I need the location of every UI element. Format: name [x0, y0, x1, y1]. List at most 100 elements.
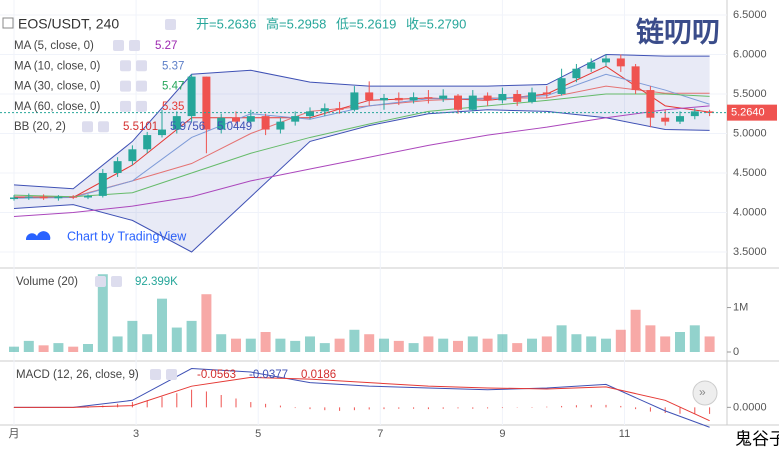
close-icon: [136, 80, 147, 92]
candle-body: [616, 58, 625, 67]
scroll-button[interactable]: [692, 380, 718, 406]
candle-body: [217, 117, 226, 130]
y-tick-label: 4.5000: [733, 167, 767, 179]
candle-body: [587, 62, 596, 69]
y-tick-label: 5.5000: [733, 88, 767, 100]
candle-body: [454, 95, 462, 110]
candle-body: [483, 95, 492, 101]
volume-bar: [630, 309, 641, 352]
y-tick-label: 0: [733, 346, 739, 358]
ohlc-value: 开=5.2636: [196, 16, 256, 31]
candle-body: [306, 111, 314, 117]
candle-body: [513, 94, 522, 102]
volume-bar: [157, 298, 167, 352]
candle-body: [320, 108, 329, 112]
volume-bar: [482, 338, 493, 352]
settings-icon: [95, 276, 106, 287]
credit[interactable]: Chart by TradingView: [67, 229, 187, 243]
volume-bar: [601, 338, 611, 352]
ohlc-value: 低=5.2619: [336, 16, 396, 31]
settings-icon: [120, 80, 131, 92]
volume-bar: [438, 338, 449, 352]
last-price-tag: [727, 104, 777, 121]
volume-bar: [556, 325, 567, 352]
volume-bar: [512, 343, 523, 352]
indicator-name: MA (30, close, 0): [14, 81, 100, 93]
ohlc-value: 高=5.2958: [266, 16, 326, 31]
volume-bar: [586, 336, 597, 352]
volume-bar: [23, 340, 34, 352]
volume-bar: [127, 320, 138, 352]
candle-body: [84, 195, 92, 198]
volume-bar: [704, 336, 715, 352]
x-tick-label: 11: [619, 428, 630, 440]
volume-bar: [541, 336, 552, 352]
candle-body: [424, 97, 433, 99]
volume-bar: [186, 320, 197, 352]
footer: 鬼谷子: [735, 429, 779, 448]
x-tick-label: 月: [9, 428, 20, 440]
macd-title: MACD (12, 26, close, 9): [16, 369, 139, 381]
x-tick-label: 7: [377, 428, 383, 440]
candle-body: [335, 108, 344, 110]
volume-bar: [364, 334, 375, 352]
candle-body: [542, 92, 551, 94]
indicator-name: MA (60, close, 0): [14, 101, 100, 113]
candle-body: [439, 95, 448, 99]
volume-bar: [83, 344, 93, 352]
candle-body: [557, 78, 566, 94]
candle-body: [528, 92, 536, 102]
volume-bar: [231, 338, 241, 352]
close-icon: [136, 60, 147, 72]
volume-bar: [260, 332, 271, 352]
volume-bar: [660, 336, 671, 352]
indicator-value: 5.37: [162, 60, 184, 72]
volume-bar: [467, 336, 478, 352]
volume-bar: [689, 325, 700, 352]
candle-body: [69, 196, 78, 198]
macd-value: -0.0377: [249, 369, 288, 381]
candle-body: [572, 68, 581, 79]
volume-bar: [142, 334, 153, 352]
volume-bar: [245, 338, 256, 352]
volume-bar: [334, 338, 345, 352]
candle-body: [128, 149, 137, 162]
scroll-arrow: »: [699, 385, 706, 399]
candle-body: [380, 97, 388, 101]
candle-body: [39, 196, 48, 199]
macd-value: -0.0563: [197, 369, 236, 381]
y-tick-label: 3.5000: [733, 246, 767, 258]
volume-title: Volume (20): [16, 276, 78, 288]
volume-bar: [171, 327, 182, 352]
candle-body: [24, 196, 33, 198]
close-icon: [98, 121, 109, 133]
y-tick-label: 4.0000: [733, 206, 767, 218]
candle-body: [54, 196, 63, 199]
candle-body: [676, 116, 684, 122]
volume-bar: [9, 346, 19, 352]
volume-bar: [290, 340, 301, 352]
volume-bar: [319, 343, 330, 352]
candle-body: [409, 97, 418, 101]
volume-bar: [393, 340, 404, 352]
indicator-name: MA (5, close, 0): [14, 40, 94, 52]
candle-body: [261, 116, 270, 130]
x-tick-label: 3: [133, 428, 139, 440]
y-tick-label: 6.0000: [733, 48, 767, 60]
indicator-value: 5.35: [162, 101, 184, 113]
x-tick-label: 5: [255, 428, 261, 440]
macd-value: 0.0186: [301, 369, 336, 381]
settings-icon: [120, 100, 131, 112]
volume-bar: [379, 338, 389, 352]
candle-body: [172, 116, 181, 130]
candle-body: [365, 92, 374, 101]
indicator-value: 5.5101: [123, 121, 158, 133]
candle-body: [498, 94, 507, 101]
candle-body: [246, 116, 255, 122]
ma-line: [13, 93, 710, 198]
candle-body: [187, 76, 196, 117]
x-tick-label: 9: [499, 428, 505, 440]
ma-line: [13, 105, 710, 217]
